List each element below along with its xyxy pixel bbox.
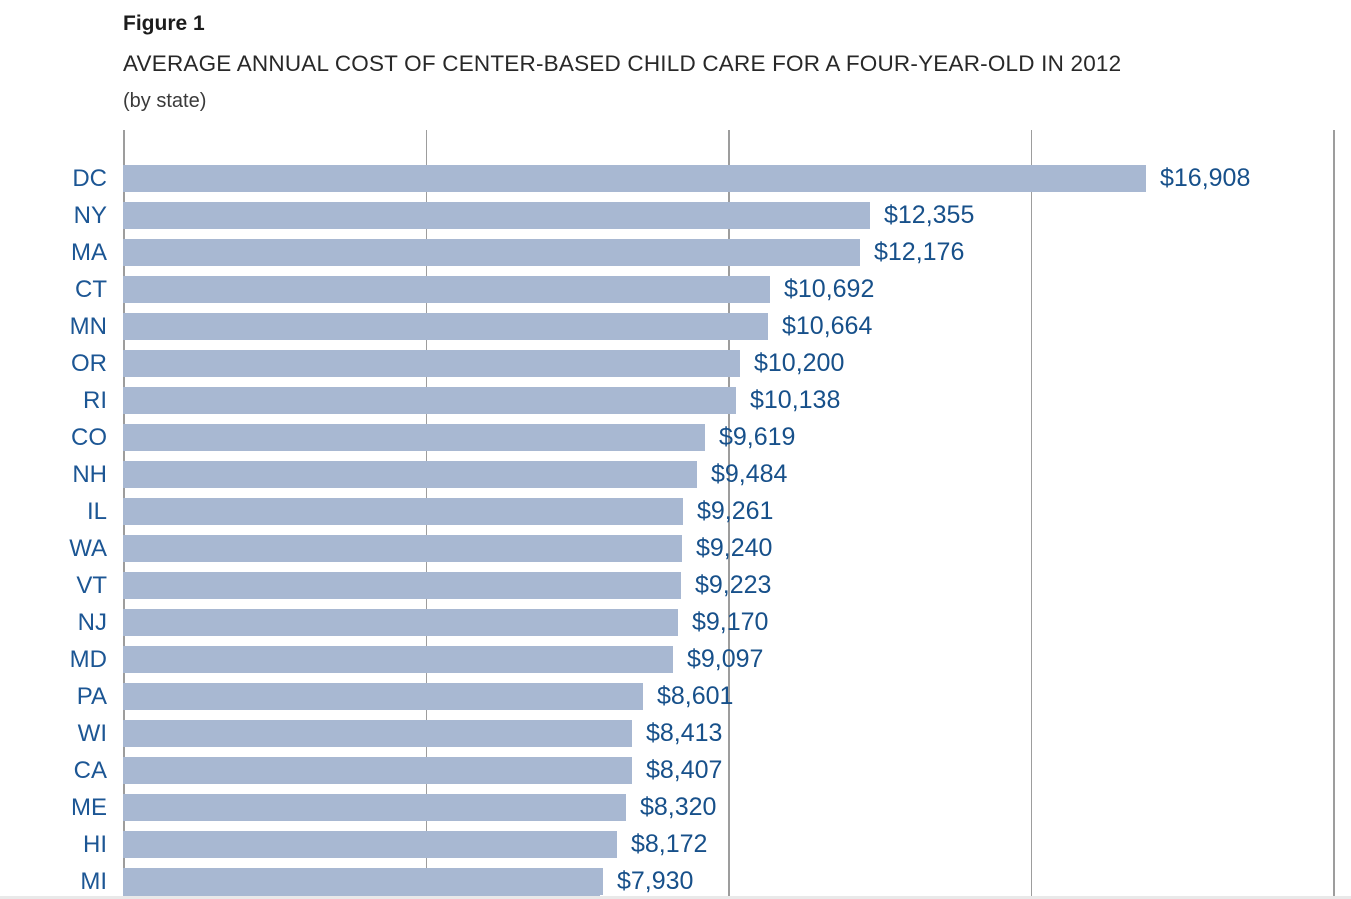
state-label: MD bbox=[69, 646, 107, 673]
bar bbox=[123, 424, 705, 451]
bar-row: ME $8,320 bbox=[0, 793, 1351, 821]
state-label: ME bbox=[71, 794, 107, 821]
value-label: $8,172 bbox=[631, 830, 708, 858]
value-label: $16,908 bbox=[1160, 164, 1251, 192]
value-label: $9,619 bbox=[719, 423, 796, 451]
bar bbox=[123, 609, 678, 636]
bar bbox=[123, 683, 643, 710]
state-label: IL bbox=[86, 498, 107, 525]
state-label: OR bbox=[71, 350, 107, 377]
value-label: $12,355 bbox=[884, 201, 975, 229]
bar bbox=[123, 757, 632, 784]
bar-row: MD $9,097 bbox=[0, 645, 1351, 673]
bar-row: NJ $9,170 bbox=[0, 608, 1351, 636]
value-label: $9,170 bbox=[692, 608, 769, 636]
figure-number: Figure 1 bbox=[123, 12, 205, 35]
value-label: $12,176 bbox=[874, 238, 965, 266]
value-label: $10,664 bbox=[782, 312, 873, 340]
value-label: $9,484 bbox=[711, 460, 788, 488]
gridline bbox=[1030, 130, 1032, 899]
figure-subtitle: (by state) bbox=[123, 90, 207, 112]
bar-row: VT $9,223 bbox=[0, 571, 1351, 599]
value-label: $10,200 bbox=[754, 349, 845, 377]
bar bbox=[123, 572, 681, 599]
value-label: $8,320 bbox=[640, 793, 717, 821]
figure-title: AVERAGE ANNUAL COST OF CENTER-BASED CHIL… bbox=[123, 51, 1122, 76]
state-label: NJ bbox=[77, 609, 107, 636]
bar bbox=[123, 313, 768, 340]
gridline bbox=[728, 130, 730, 899]
bar-row: MN $10,664 bbox=[0, 312, 1351, 340]
bar bbox=[123, 239, 860, 266]
value-label: $10,138 bbox=[750, 386, 841, 414]
figure-header: Figure 1 AVERAGE ANNUAL COST OF CENTER-B… bbox=[123, 12, 1331, 113]
state-label: MN bbox=[69, 313, 107, 340]
bar bbox=[123, 868, 603, 895]
state-label: CA bbox=[73, 757, 107, 784]
bar-row: HI $8,172 bbox=[0, 830, 1351, 858]
bar-row: WA $9,240 bbox=[0, 534, 1351, 562]
bar-row: DC $16,908 bbox=[0, 164, 1351, 192]
bar bbox=[123, 646, 673, 673]
state-label: DC bbox=[72, 165, 107, 192]
bar-row: OR $10,200 bbox=[0, 349, 1351, 377]
bar bbox=[123, 498, 683, 525]
bar bbox=[123, 461, 697, 488]
state-label: NH bbox=[72, 461, 107, 488]
state-label: CT bbox=[75, 276, 107, 303]
state-label: CO bbox=[71, 424, 107, 451]
state-label: HI bbox=[83, 831, 107, 858]
value-label: $7,930 bbox=[617, 867, 694, 895]
gridline bbox=[1333, 130, 1335, 899]
bar-row: NY $12,355 bbox=[0, 201, 1351, 229]
bar-row: CO $9,619 bbox=[0, 423, 1351, 451]
state-label: WA bbox=[69, 535, 107, 562]
bar-row: RI $10,138 bbox=[0, 386, 1351, 414]
bar-row: CA $8,407 bbox=[0, 756, 1351, 784]
value-label: $9,223 bbox=[695, 571, 772, 599]
bar bbox=[123, 831, 617, 858]
state-label: PA bbox=[76, 683, 107, 710]
bar bbox=[123, 720, 632, 747]
bar bbox=[123, 276, 770, 303]
value-label: $8,601 bbox=[657, 682, 734, 710]
state-label: MA bbox=[71, 239, 107, 266]
bar-chart: DC $16,908 NY $12,355 MA $12,176 CT $10,692 MN $1… bbox=[0, 130, 1351, 899]
value-label: $9,097 bbox=[687, 645, 764, 673]
bar-row: PA $8,601 bbox=[0, 682, 1351, 710]
bar bbox=[123, 165, 1146, 192]
bar bbox=[123, 350, 740, 377]
bar bbox=[123, 535, 682, 562]
bar-row: IL $9,261 bbox=[0, 497, 1351, 525]
state-label: WI bbox=[77, 720, 107, 747]
bar-row: MA $12,176 bbox=[0, 238, 1351, 266]
state-label: RI bbox=[83, 387, 107, 414]
value-label: $10,692 bbox=[784, 275, 875, 303]
bar-row: CT $10,692 bbox=[0, 275, 1351, 303]
value-label: $8,407 bbox=[646, 756, 723, 784]
state-label: NY bbox=[73, 202, 107, 229]
page-bottom-edge bbox=[0, 896, 1351, 899]
bar-row: MI $7,930 bbox=[0, 867, 1351, 895]
bar bbox=[123, 387, 736, 414]
bar bbox=[123, 794, 626, 821]
state-label: VT bbox=[76, 572, 107, 599]
value-label: $9,261 bbox=[697, 497, 774, 525]
bar-row: WI $8,413 bbox=[0, 719, 1351, 747]
value-label: $8,413 bbox=[646, 719, 723, 747]
bar bbox=[123, 202, 870, 229]
bar-row: NH $9,484 bbox=[0, 460, 1351, 488]
state-label: MI bbox=[80, 868, 107, 895]
value-label: $9,240 bbox=[696, 534, 773, 562]
